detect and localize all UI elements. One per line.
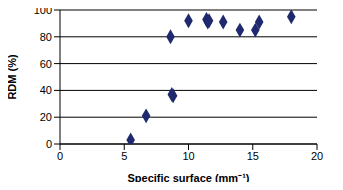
svg-text:60: 60	[40, 58, 52, 70]
svg-text:20: 20	[40, 111, 52, 123]
svg-text:0: 0	[46, 138, 52, 150]
svg-text:15: 15	[247, 150, 259, 162]
svg-text:0: 0	[57, 150, 63, 162]
svg-text:10: 10	[182, 150, 194, 162]
svg-text:100: 100	[34, 8, 52, 16]
svg-text:20: 20	[311, 150, 323, 162]
svg-text:Specific surface (mm⁻¹): Specific surface (mm⁻¹)	[128, 172, 250, 182]
svg-text:RDM (%): RDM (%)	[8, 54, 18, 100]
svg-text:80: 80	[40, 31, 52, 43]
svg-text:40: 40	[40, 84, 52, 96]
svg-text:5: 5	[121, 150, 127, 162]
